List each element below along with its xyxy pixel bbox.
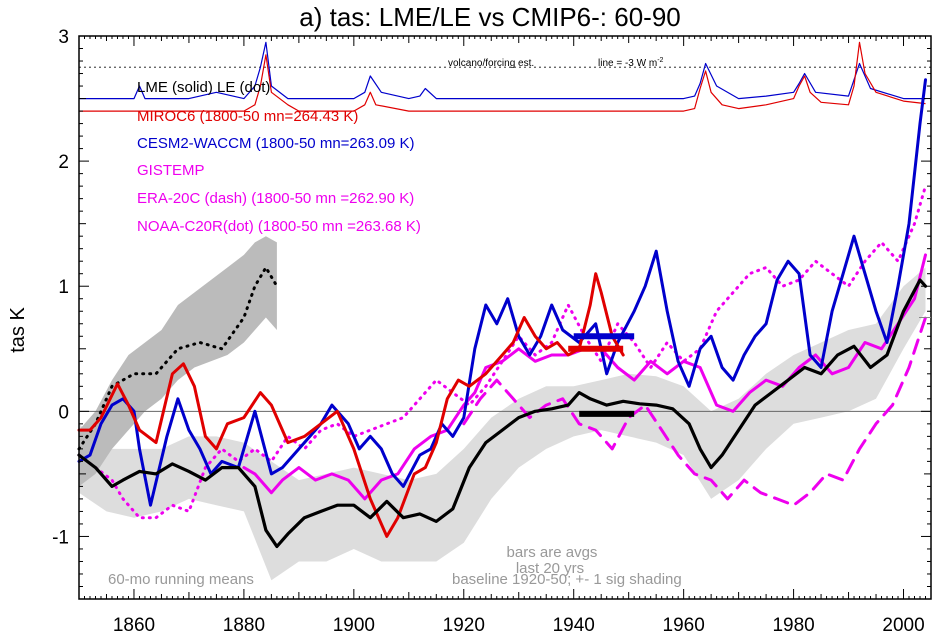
series-line-lme-solid — [77, 278, 928, 549]
le-spread-band — [79, 236, 277, 487]
series-line-cesm2-waccm — [77, 78, 927, 507]
chart-title: a) tas: LME/LE vs CMIP6-: 60-90 — [299, 2, 680, 32]
axes: 1860 1880 1900 1920 1940 1960 1980 2000 -1 0 1 2 3 — [52, 27, 932, 636]
average-bars — [568, 333, 635, 417]
shaded-bands — [79, 236, 926, 581]
x-tick-label: 1880 — [223, 615, 265, 636]
legend-noaa-c20r: NOAA-C20R(dot) (1800-50 mn =263.68 K) — [137, 218, 421, 235]
forcing-line-1 — [79, 41, 926, 112]
annotations: volcano/forcing est. line = -3 W m-2 bar… — [108, 57, 682, 588]
y-tick-label: 3 — [58, 27, 69, 48]
spread-band — [79, 267, 926, 581]
legend: LME (solid) LE (dot) MIROC6 (1800-50 mn=… — [137, 79, 421, 235]
y-tick-label: -1 — [52, 527, 69, 548]
forcing-line-label-main: line = -3 W m — [598, 58, 657, 69]
x-tick-label: 1920 — [443, 615, 485, 636]
reference-lines — [79, 66, 931, 412]
y-axis-label: tas K — [7, 307, 29, 353]
x-tick-label: 2000 — [882, 615, 924, 636]
y-tick-label: 1 — [58, 277, 69, 298]
x-tick-label: 1860 — [113, 615, 155, 636]
forcing-lines — [79, 41, 926, 112]
series-line-miroc6 — [77, 272, 625, 538]
series-line-le-dot — [77, 266, 279, 451]
forcing-line-0 — [79, 41, 926, 100]
running-means-note: 60-mo running means — [108, 571, 254, 588]
bars-note: bars are avgs — [507, 544, 598, 561]
legend-miroc6: MIROC6 (1800-50 mn=264.43 K) — [137, 108, 358, 125]
y-tick-label: 0 — [58, 402, 69, 423]
x-tick-label: 1960 — [663, 615, 705, 636]
baseline-note: baseline 1920-50; +- 1 sig shading — [452, 571, 682, 588]
y-tick-label: 2 — [58, 152, 69, 173]
series-lines — [77, 78, 928, 549]
x-tick-label: 1980 — [772, 615, 814, 636]
legend-lme-le: LME (solid) LE (dot) — [137, 79, 270, 96]
legend-cesm2-waccm: CESM2-WACCM (1800-50 mn=263.09 K) — [137, 135, 414, 152]
forcing-line-label: line = -3 W m-2 — [598, 57, 664, 69]
legend-gistemp: GISTEMP — [137, 162, 205, 179]
x-tick-label: 1940 — [553, 615, 595, 636]
forcing-line-label-sup: -2 — [657, 57, 663, 64]
legend-era20c: ERA-20C (dash) (1800-50 mn =262.90 K) — [137, 190, 414, 207]
x-tick-label: 1900 — [333, 615, 375, 636]
volcano-label: volcano/forcing est. — [448, 58, 534, 69]
last-years-note: last 20 yrs — [516, 560, 584, 577]
